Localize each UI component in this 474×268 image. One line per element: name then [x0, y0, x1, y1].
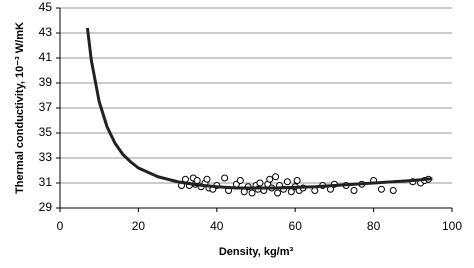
- data-point: [350, 187, 358, 194]
- data-point: [256, 179, 264, 187]
- y-tick-label: 39: [39, 75, 53, 89]
- y-tick-label: 29: [39, 200, 53, 214]
- data-point: [274, 189, 282, 197]
- x-tick-label: 0: [57, 219, 64, 233]
- data-point: [293, 177, 301, 184]
- y-tick-label: 41: [39, 50, 53, 64]
- y-tick-label: 43: [39, 25, 53, 39]
- y-tick-label: 33: [39, 150, 53, 164]
- data-point: [377, 185, 385, 193]
- data-point: [272, 173, 280, 181]
- y-axis-title: Thermal conductivity, 10⁻³ W/mK: [14, 22, 26, 194]
- x-tick-label: 20: [132, 219, 146, 233]
- data-point: [236, 177, 244, 184]
- x-tick-label: 40: [210, 219, 224, 233]
- fit-curve: [85, 27, 433, 190]
- data-point: [283, 178, 291, 186]
- data-point: [266, 175, 274, 183]
- data-point: [221, 174, 229, 182]
- data-point: [193, 177, 201, 184]
- data-point: [248, 189, 256, 197]
- x-tick-label: 80: [367, 219, 381, 233]
- data-point: [311, 187, 319, 194]
- data-point: [389, 187, 397, 194]
- y-tick-label: 31: [39, 175, 53, 189]
- x-tick-label: 100: [442, 219, 462, 233]
- y-tick-label: 37: [39, 100, 53, 114]
- x-axis-title: Density, kg/m³: [219, 246, 294, 258]
- x-tick-label: 60: [289, 219, 303, 233]
- data-point: [203, 175, 211, 183]
- y-tick-label: 45: [39, 0, 53, 14]
- y-tick-label: 35: [39, 125, 53, 139]
